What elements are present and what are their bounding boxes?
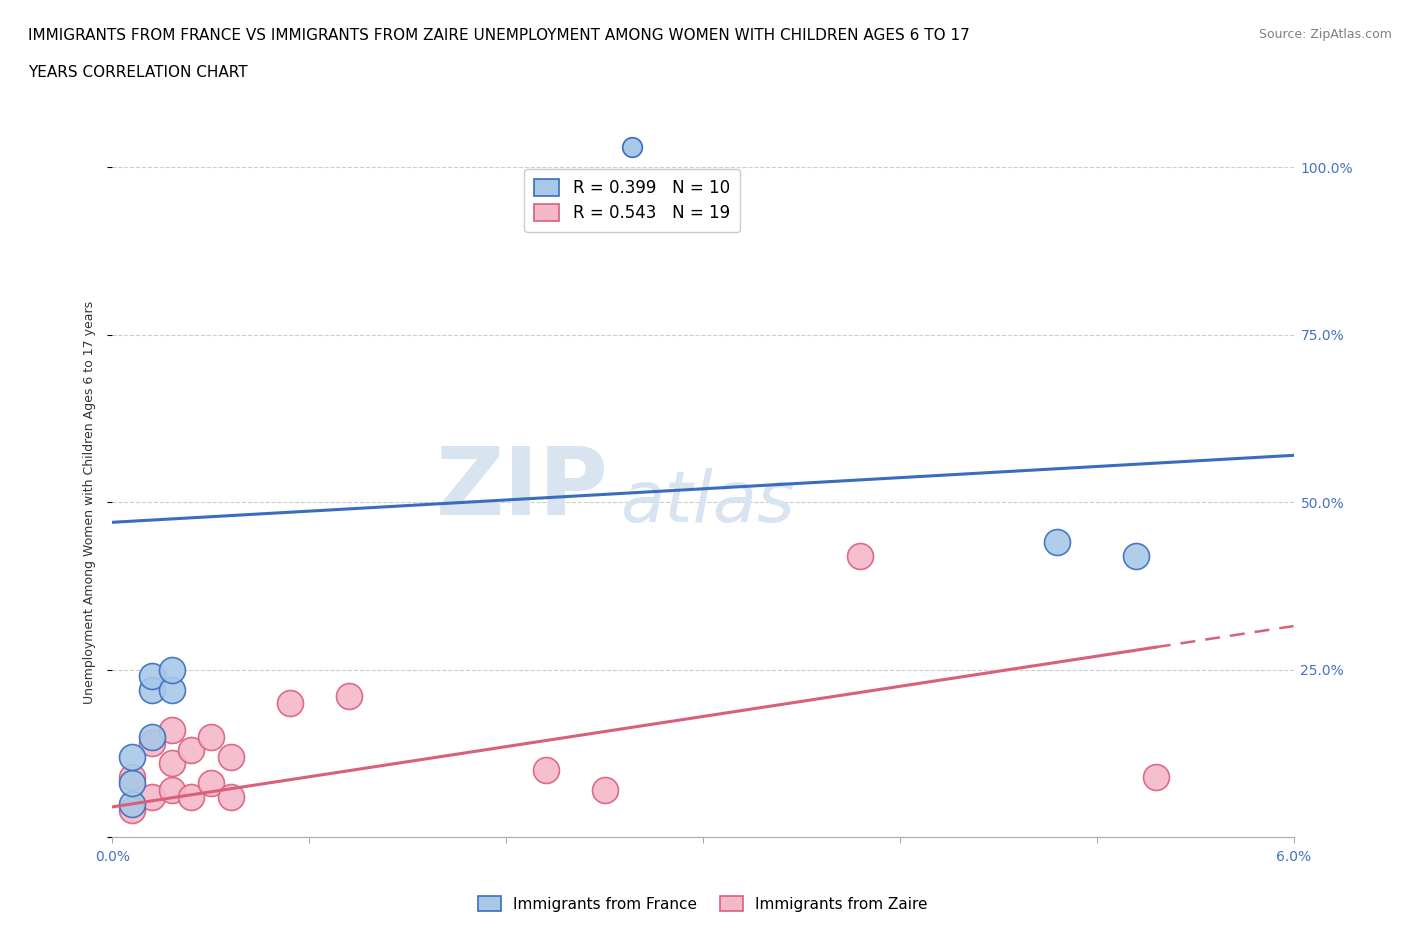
Point — [180, 742, 202, 757]
Point — [593, 783, 616, 798]
Point — [200, 729, 222, 744]
Point — [141, 790, 163, 804]
Point — [278, 696, 301, 711]
Legend: Immigrants from France, Immigrants from Zaire: Immigrants from France, Immigrants from … — [472, 889, 934, 918]
Point — [337, 689, 360, 704]
Text: atlas: atlas — [620, 468, 794, 537]
Point — [1125, 549, 1147, 564]
Point — [219, 790, 242, 804]
Legend: R = 0.399   N = 10, R = 0.543   N = 19: R = 0.399 N = 10, R = 0.543 N = 19 — [524, 169, 740, 232]
Point — [141, 683, 163, 698]
Point — [121, 796, 143, 811]
Text: YEARS CORRELATION CHART: YEARS CORRELATION CHART — [28, 65, 247, 80]
Point — [219, 750, 242, 764]
Point — [200, 776, 222, 790]
Point — [160, 662, 183, 677]
Point — [141, 729, 163, 744]
Point — [160, 683, 183, 698]
Point — [534, 763, 557, 777]
Point — [160, 783, 183, 798]
Text: Source: ZipAtlas.com: Source: ZipAtlas.com — [1258, 28, 1392, 41]
Point — [1046, 535, 1069, 550]
Point — [141, 736, 163, 751]
Point — [1144, 769, 1167, 784]
Point — [141, 669, 163, 684]
Point — [121, 750, 143, 764]
Point — [180, 790, 202, 804]
Y-axis label: Unemployment Among Women with Children Ages 6 to 17 years: Unemployment Among Women with Children A… — [83, 300, 96, 704]
Text: ZIP: ZIP — [436, 443, 609, 535]
Point — [160, 756, 183, 771]
Point — [121, 769, 143, 784]
Point — [160, 723, 183, 737]
Point — [121, 776, 143, 790]
Point — [849, 549, 872, 564]
Point — [121, 803, 143, 817]
Text: IMMIGRANTS FROM FRANCE VS IMMIGRANTS FROM ZAIRE UNEMPLOYMENT AMONG WOMEN WITH CH: IMMIGRANTS FROM FRANCE VS IMMIGRANTS FRO… — [28, 28, 970, 43]
